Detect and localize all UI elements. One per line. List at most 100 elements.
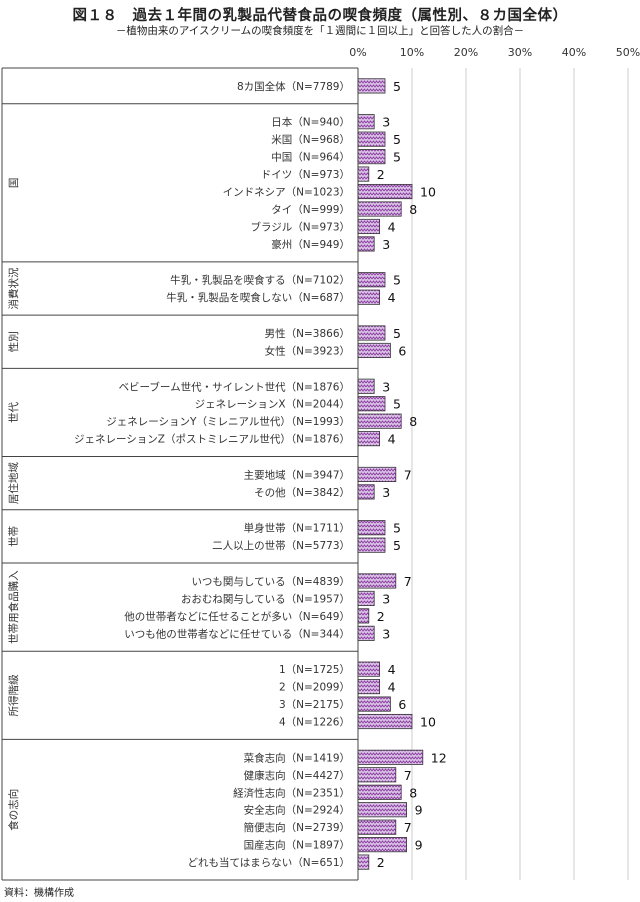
- data-label: 7: [404, 820, 412, 835]
- x-tick-label: 0%: [349, 46, 366, 59]
- data-label: 3: [382, 485, 390, 500]
- data-label: 3: [382, 115, 390, 130]
- category-label: いつも関与している（N=4839）: [191, 576, 350, 588]
- category-label: その他（N=3842）: [254, 486, 350, 499]
- category-label: 二人以上の世帯（N=5773）: [212, 539, 350, 552]
- group-label: 所得階級: [7, 674, 20, 716]
- data-label: 4: [388, 290, 396, 305]
- category-label: 2（N=2099）: [279, 682, 350, 694]
- bar: [357, 378, 375, 394]
- bar: [357, 131, 386, 147]
- bar: [357, 837, 407, 853]
- data-label: 5: [393, 521, 401, 536]
- category-label: 牛乳・乳製品を喫食する（N=7102）: [170, 274, 350, 287]
- data-label: 5: [393, 397, 401, 412]
- group-label: 居住地域: [7, 462, 20, 504]
- bar: [357, 218, 381, 235]
- source-note: 資料：機構作成: [4, 888, 74, 899]
- data-label: 5: [393, 326, 401, 341]
- data-label: 9: [415, 803, 423, 818]
- bar: [357, 713, 413, 730]
- bar: [357, 819, 397, 835]
- x-tick-label: 20%: [454, 46, 478, 59]
- bar: [357, 413, 402, 429]
- x-tick-label: 40%: [562, 46, 586, 59]
- bar: [357, 325, 386, 341]
- data-label: 4: [388, 219, 396, 234]
- category-label: ベビーブーム世代・サイレント世代（N=1876）: [119, 380, 350, 393]
- group-label: 性別: [7, 331, 20, 352]
- data-label: 4: [388, 662, 396, 677]
- category-label: 他の世帯者などに任せることが多い（N=649）: [124, 610, 350, 623]
- bar: [357, 466, 397, 482]
- category-label: ブラジル（N=973）: [251, 220, 350, 233]
- data-label: 6: [398, 697, 406, 712]
- category-label: ジェネレーションY（ミレニアル世代）（N=1993）: [106, 416, 350, 428]
- bar: [357, 696, 391, 712]
- bar: [357, 272, 386, 288]
- category-label: いつも他の世帯者などに任せている（N=344）: [124, 627, 350, 640]
- data-label: 4: [388, 680, 396, 695]
- data-label: 10: [420, 715, 436, 730]
- bar: [357, 342, 391, 359]
- bar: [357, 396, 386, 412]
- group-label: 消費状況: [7, 267, 20, 309]
- category-label: 豪州（N=949）: [271, 238, 350, 251]
- x-tick-label: 10%: [400, 46, 424, 59]
- group-label: 食の志向: [7, 789, 20, 831]
- category-label: 8カ国全体（N=7789）: [237, 80, 350, 93]
- group-label: 国: [8, 178, 20, 189]
- category-label: ドイツ（N=973）: [261, 169, 350, 181]
- data-label: 3: [382, 237, 390, 252]
- bar: [357, 625, 375, 641]
- bar: [357, 590, 375, 606]
- bar: [357, 749, 424, 765]
- category-label: ジェネレーションX（N=2044）: [195, 399, 350, 411]
- bar: [357, 784, 402, 800]
- category-label: 健康志向（N=4427）: [244, 769, 350, 782]
- category-label: どれも当てはまらない（N=651）: [188, 856, 350, 869]
- data-label: 5: [393, 273, 401, 288]
- bar: [357, 114, 375, 130]
- bar: [357, 661, 381, 677]
- data-label: 7: [404, 467, 412, 482]
- category-label: タイ（N=999）: [271, 204, 350, 216]
- category-label: おおむね関与している（N=1957）: [181, 593, 350, 605]
- bar: [357, 236, 375, 252]
- data-label: 7: [404, 574, 412, 589]
- data-label: 12: [431, 750, 447, 765]
- data-label: 5: [393, 79, 401, 94]
- category-label: 国産志向（N=1897）: [244, 839, 350, 852]
- category-label: 主要地域（N=3947）: [244, 468, 350, 481]
- category-label: 安全志向（N=2924）: [244, 804, 350, 817]
- bar: [357, 289, 381, 305]
- x-tick-label: 50%: [616, 46, 640, 59]
- data-label: 8: [409, 785, 417, 800]
- category-label: 米国（N=968）: [271, 133, 350, 146]
- data-label: 5: [393, 150, 401, 165]
- data-label: 3: [382, 379, 390, 394]
- data-label: 6: [398, 343, 406, 358]
- data-label: 2: [377, 167, 385, 182]
- bar: [357, 201, 402, 217]
- x-tick-label: 30%: [508, 46, 532, 59]
- bar: [357, 166, 370, 182]
- data-label: 4: [388, 432, 396, 447]
- bar: [357, 679, 381, 695]
- category-label: ジェネレーションZ（ポストミレニアル世代）（N=1876）: [74, 434, 350, 446]
- data-label: 7: [404, 768, 412, 783]
- bar: [357, 431, 381, 447]
- bar: [357, 767, 397, 783]
- category-label: 牛乳・乳製品を喫食しない（N=687）: [166, 291, 350, 304]
- bar: [357, 537, 386, 553]
- bar: [357, 520, 386, 536]
- data-label: 8: [409, 202, 417, 217]
- bar: [357, 484, 375, 500]
- category-label: 4（N=1226）: [279, 717, 350, 729]
- category-label: 1（N=1725）: [279, 664, 350, 676]
- bar: [357, 78, 386, 94]
- bar: [357, 802, 407, 818]
- data-label: 2: [377, 855, 385, 870]
- category-label: 3（N=2175）: [279, 699, 350, 711]
